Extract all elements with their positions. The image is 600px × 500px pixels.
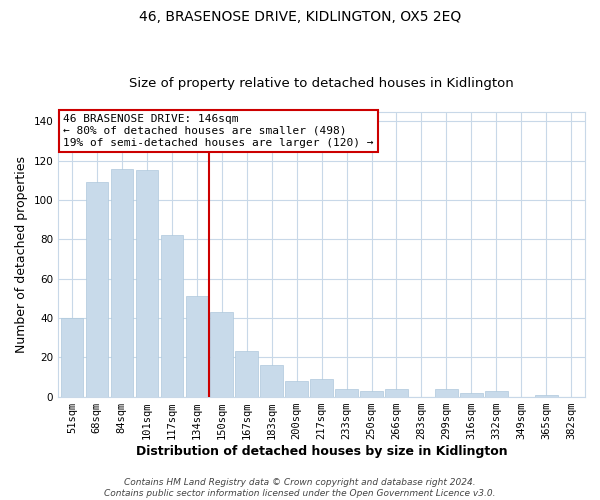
Bar — [435, 388, 458, 396]
Title: Size of property relative to detached houses in Kidlington: Size of property relative to detached ho… — [129, 76, 514, 90]
Bar — [110, 168, 133, 396]
Y-axis label: Number of detached properties: Number of detached properties — [15, 156, 28, 352]
Bar — [235, 352, 258, 397]
Bar — [61, 318, 83, 396]
Bar — [286, 381, 308, 396]
Bar — [485, 390, 508, 396]
Text: 46, BRASENOSE DRIVE, KIDLINGTON, OX5 2EQ: 46, BRASENOSE DRIVE, KIDLINGTON, OX5 2EQ — [139, 10, 461, 24]
Bar — [161, 236, 183, 396]
Bar — [385, 388, 408, 396]
Bar — [335, 388, 358, 396]
Text: Contains HM Land Registry data © Crown copyright and database right 2024.
Contai: Contains HM Land Registry data © Crown c… — [104, 478, 496, 498]
X-axis label: Distribution of detached houses by size in Kidlington: Distribution of detached houses by size … — [136, 444, 508, 458]
Bar — [185, 296, 208, 396]
Bar — [360, 390, 383, 396]
Bar — [535, 394, 557, 396]
Bar — [136, 170, 158, 396]
Bar — [310, 379, 333, 396]
Bar — [460, 392, 482, 396]
Bar — [211, 312, 233, 396]
Bar — [86, 182, 108, 396]
Bar — [260, 365, 283, 396]
Text: 46 BRASENOSE DRIVE: 146sqm
← 80% of detached houses are smaller (498)
19% of sem: 46 BRASENOSE DRIVE: 146sqm ← 80% of deta… — [64, 114, 374, 148]
